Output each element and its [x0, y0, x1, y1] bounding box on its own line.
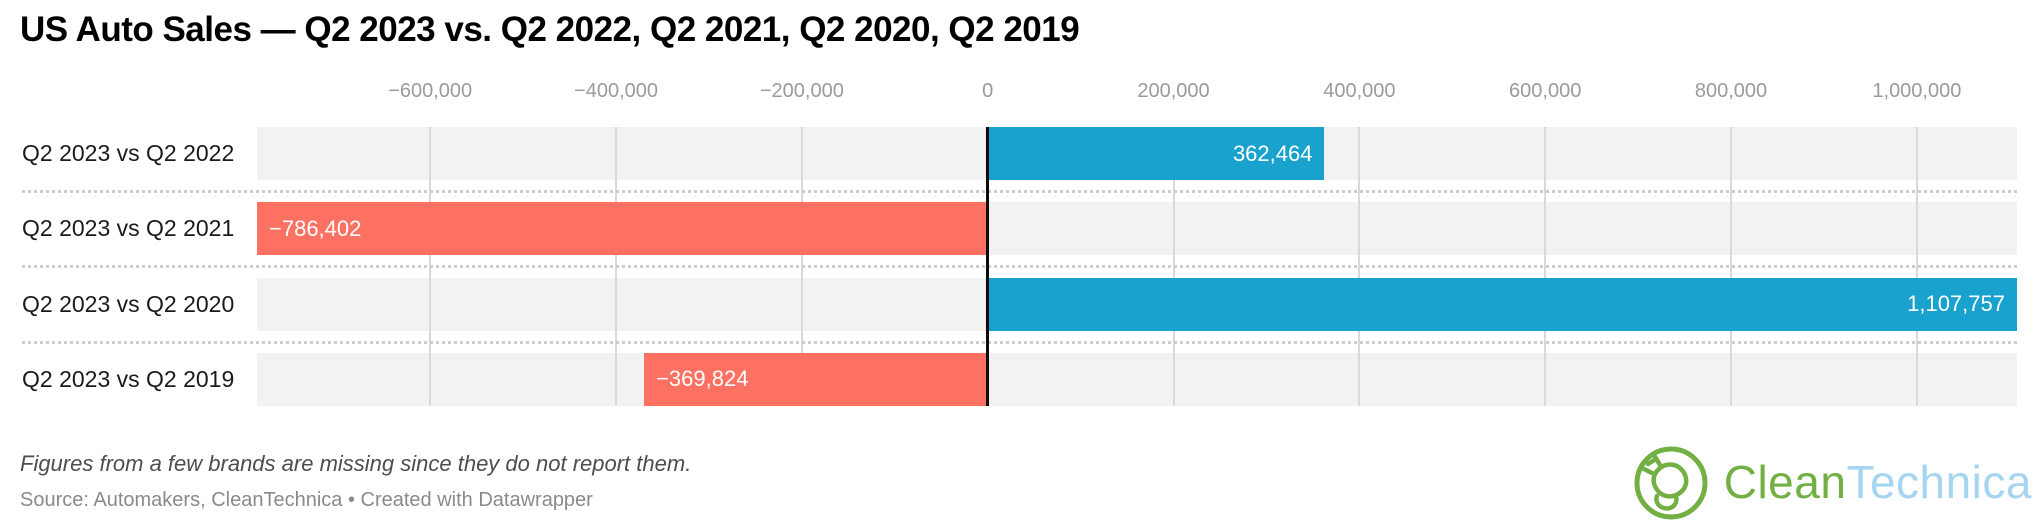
bar-value-label: 362,464 [1232, 140, 1313, 166]
bar: 362,464 [987, 127, 1325, 180]
axis-tick-label: −200,000 [759, 80, 844, 102]
row-label: Q2 2023 vs Q2 2020 [22, 290, 235, 317]
chart-title: US Auto Sales — Q2 2023 vs. Q2 2022, Q2 … [20, 10, 1080, 49]
row-label: Q2 2023 vs Q2 2022 [22, 140, 235, 166]
bar: 1,107,757 [987, 277, 2017, 331]
axis-tick-label: 600,000 [1509, 80, 1582, 102]
zero-baseline [986, 127, 990, 406]
row-label: Q2 2023 vs Q2 2021 [22, 215, 235, 242]
cleantechnica-logo-text: CleanTechnica [1724, 455, 2032, 509]
row-label: Q2 2023 vs Q2 2019 [22, 365, 235, 392]
row-separator [22, 340, 2017, 344]
logo-text-clean: Clean [1723, 456, 1847, 508]
bar-value-label: −786,402 [269, 215, 362, 241]
axis-tick-label: 0 [982, 80, 994, 102]
x-axis: −600,000 −400,000 −200,000 0 200,000 400,000 6… [0, 80, 2040, 110]
logo-text-technica: Technica [1846, 456, 2032, 508]
axis-tick-label: 200,000 [1137, 80, 1210, 102]
axis-tick-label: −400,000 [574, 80, 659, 102]
row-separator [22, 265, 2017, 269]
bar: −786,402 [257, 202, 988, 256]
source-attribution: Source: Automakers, CleanTechnica • Crea… [20, 489, 593, 511]
chart-footnote: Figures from a few brands are missing si… [20, 451, 692, 476]
axis-tick-label: 800,000 [1694, 80, 1768, 102]
bar-value-label: −369,824 [656, 366, 749, 392]
axis-tick-label: −600,000 [388, 80, 473, 102]
axis-tick-label: 1,000,000 [1872, 80, 1962, 102]
axis-tick-label: 400,000 [1323, 80, 1396, 102]
bar-value-label: 1,107,757 [1907, 291, 2005, 317]
cleantechnica-logo: CleanTechnica [1632, 442, 2032, 522]
row-background [257, 352, 2017, 406]
cleantechnica-logo-icon [1634, 446, 1708, 520]
row-separator [22, 190, 2017, 194]
bar: −369,824 [644, 352, 988, 406]
